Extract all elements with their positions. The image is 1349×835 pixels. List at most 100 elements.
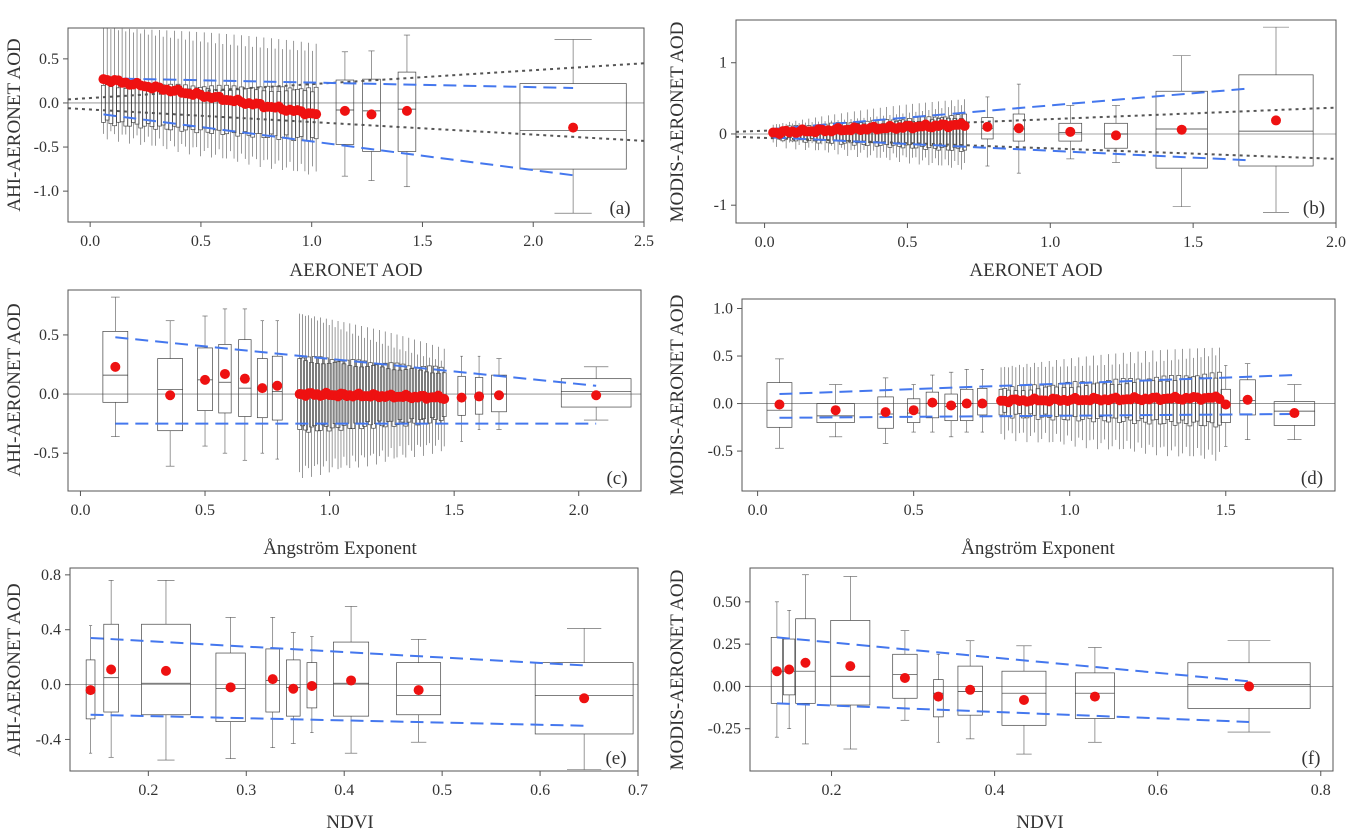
panel-a-box [519, 83, 627, 170]
panel-f-box [892, 653, 918, 699]
panel-d-mean-point [1220, 399, 1231, 410]
panel-a-ytick-label: -1.0 [34, 183, 59, 200]
panel-d-box [960, 388, 974, 422]
panel-a-tag: (a) [609, 198, 630, 219]
panel-c-mean-point [239, 373, 250, 384]
panel-f-xlabel: NDVI [1016, 812, 1064, 833]
panel-b-box [962, 113, 967, 151]
panel-b-box [933, 116, 938, 149]
panel-c-xtick-label: 1.0 [320, 502, 340, 519]
panel-c-xtick-label: 0.5 [195, 502, 215, 519]
panel-e-xtick-label: 0.7 [628, 782, 648, 799]
panel-b-box [952, 118, 958, 148]
panel-b-mean-point [1271, 115, 1281, 126]
panel-c-box [157, 358, 183, 432]
panel-d-frame [741, 298, 1336, 492]
panel-f-mean-point [899, 672, 910, 683]
panel-e-mean-point [306, 680, 317, 691]
panel-f-box [830, 620, 871, 706]
panel-c-box [560, 378, 632, 408]
panel-c-mean-point [493, 390, 504, 401]
panel-f-box [1187, 662, 1311, 709]
panel-c-box [218, 344, 232, 414]
panel-f-mean-point [1089, 691, 1100, 702]
panel-d-box [907, 398, 921, 423]
panel-b-ytick-label: 0 [719, 126, 727, 143]
panel-c-mean-point [257, 383, 268, 394]
panel-f-box [957, 665, 983, 716]
panel-b-xtick-label: 2.0 [1326, 234, 1346, 251]
panel-a-ytick-label: 0.0 [39, 95, 59, 112]
panel-b-tag: (b) [1303, 198, 1325, 219]
panel-b-mean-point [982, 121, 993, 132]
panel-a-ylabel: AHI-AERONET AOD [4, 38, 25, 211]
panel-b-plot: 0.0 0.5 1.0 1.5 2.0 1 0 -1 [714, 26, 1346, 251]
panel-f-xtick-label: 0.6 [1148, 782, 1168, 799]
panel-c-mean-point [200, 374, 211, 385]
panel-d-ytick-label: -0.5 [708, 443, 733, 460]
panel-b-box [1104, 122, 1128, 149]
panel-f-ytick-label: 0.25 [713, 636, 741, 653]
panel-c-box [238, 339, 252, 417]
panel-e-mean-point [288, 683, 299, 694]
panel-c-envelope-line [115, 336, 597, 387]
panel-d-mean-point [830, 405, 841, 416]
panel-a-ytick-label: 0.5 [39, 51, 59, 68]
panel-b-mean-point [1013, 123, 1024, 134]
panel-b-box [1012, 113, 1025, 142]
panel-f-frame [749, 567, 1334, 772]
panel-c-box [271, 355, 283, 421]
panel-d-box [877, 396, 894, 429]
panel-d-mean-point [977, 398, 988, 409]
panel-b-box [1058, 122, 1083, 142]
panel-e-ylabel: AHI-AERONET AOD [4, 583, 25, 756]
panel-a-xtick-label: 1.0 [302, 233, 322, 250]
panel-b-box [945, 117, 951, 151]
panel-b-envelope-line [773, 87, 1251, 130]
panel-f-ytick-label: 0.50 [713, 594, 741, 611]
panel-f-box [1001, 670, 1047, 726]
panel-d-ytick-label: 0.5 [713, 348, 733, 365]
panel-b-box [910, 121, 916, 149]
panel-a-expected-error-line [67, 107, 645, 142]
panel-f-tag: (f) [1302, 748, 1321, 769]
panel-b-box [900, 119, 906, 149]
panel-f-mean-point [771, 666, 782, 677]
panel-a-plot: 0.0 0.5 1.0 1.5 2.0 2.5 0.5 0.0 -0.5 -1.0 [34, 28, 654, 250]
panel-f-mean-point [1018, 694, 1029, 705]
panel-c-xtick-label: 1.5 [444, 502, 464, 519]
panel-f-mean-point [784, 664, 795, 675]
panel-e-envelope-line [90, 636, 585, 667]
panel-f-envelope-line [776, 702, 1250, 723]
panel-b-box [949, 115, 954, 151]
panel-b-box [929, 119, 935, 146]
panel-c-mean-point [474, 391, 485, 402]
panel-c-ytick-label: 0.0 [39, 386, 59, 403]
panel-f-mean-point [845, 661, 856, 672]
panel-d-xtick-label: 1.5 [1216, 502, 1236, 519]
panel-d-mean-point [961, 398, 972, 409]
panel-d-mean-point [908, 405, 919, 416]
panel-c-ylabel: AHI-AERONET AOD [4, 303, 25, 476]
panel-f-xtick-label: 0.2 [822, 782, 842, 799]
panel-c-mean-point [591, 390, 602, 401]
panel-f-ytick-label: 0.00 [713, 678, 741, 695]
panel-d-tag: (d) [1301, 468, 1323, 489]
panel-a-xtick-label: 0.5 [191, 233, 211, 250]
panel-c-mean-point [456, 392, 467, 403]
panel-b-frame [735, 19, 1337, 224]
panel-e: 0.2 0.3 0.4 0.5 0.6 0.7 0.8 0.4 0.0 -0.4 AHI-AERO… [4, 567, 648, 833]
panel-b-xtick-label: 1.0 [1040, 234, 1060, 251]
panel-c-xlabel: Ångström Exponent [263, 538, 417, 559]
panel-f-box [933, 679, 944, 718]
panel-d-xtick-label: 0.5 [904, 502, 924, 519]
panel-a-mean-point [401, 105, 412, 116]
panel-a-xtick-label: 2.5 [634, 233, 654, 250]
panel-d-mean-point [1242, 394, 1253, 405]
panel-b-box [936, 118, 941, 151]
panel-e-mean-point [225, 682, 236, 693]
panel-e-box [103, 623, 119, 713]
panel-e-frame [69, 567, 639, 772]
panel-c-frame [67, 289, 642, 492]
panel-e-mean-point [106, 664, 117, 675]
